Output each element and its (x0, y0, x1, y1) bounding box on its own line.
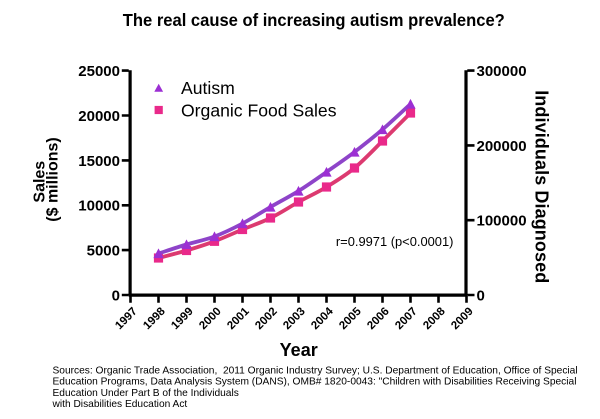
svg-text:2005: 2005 (337, 305, 364, 332)
svg-text:2007: 2007 (393, 306, 420, 333)
svg-text:Sales: Sales (32, 161, 49, 203)
svg-text:15000: 15000 (78, 153, 120, 170)
svg-text:1997: 1997 (113, 306, 140, 333)
svg-text:The real cause of increasing a: The real cause of increasing autism prev… (123, 10, 505, 30)
svg-text:2000: 2000 (197, 306, 224, 333)
svg-text:2002: 2002 (253, 306, 280, 333)
svg-text:0: 0 (112, 287, 120, 304)
svg-text:Autism: Autism (181, 78, 235, 98)
svg-text:100000: 100000 (477, 213, 527, 230)
svg-text:2001: 2001 (225, 305, 252, 332)
svg-text:($ millions): ($ millions) (45, 137, 62, 221)
svg-text:Sources: Organic Trade Associa: Sources: Organic Trade Association, 2011… (53, 365, 578, 376)
svg-text:2004: 2004 (309, 305, 336, 332)
svg-text:Year: Year (280, 340, 318, 360)
svg-text:1998: 1998 (141, 305, 168, 332)
svg-text:5000: 5000 (87, 243, 120, 260)
svg-text:r=0.9971 (p<0.0001): r=0.9971 (p<0.0001) (336, 234, 454, 249)
svg-text:with Disabilities Education Ac: with Disabilities Education Act (52, 399, 188, 410)
svg-text:20000: 20000 (78, 108, 120, 125)
svg-text:2008: 2008 (421, 305, 448, 332)
svg-text:2006: 2006 (365, 306, 392, 333)
svg-text:Education Programs, Data Analy: Education Programs, Data Analysis System… (53, 377, 577, 388)
svg-text:Organic Food Sales: Organic Food Sales (181, 100, 337, 120)
svg-text:1999: 1999 (169, 306, 196, 333)
svg-text:Individuals Diagnosed: Individuals Diagnosed (531, 90, 551, 283)
svg-text:25000: 25000 (78, 63, 120, 80)
svg-text:0: 0 (477, 287, 485, 304)
svg-text:300000: 300000 (477, 63, 527, 80)
svg-text:10000: 10000 (78, 198, 120, 215)
svg-text:2003: 2003 (281, 306, 308, 333)
svg-text:Education Under Part B of the: Education Under Part B of the Individual… (53, 388, 239, 399)
svg-text:200000: 200000 (477, 138, 527, 155)
svg-text:2009: 2009 (449, 306, 476, 333)
